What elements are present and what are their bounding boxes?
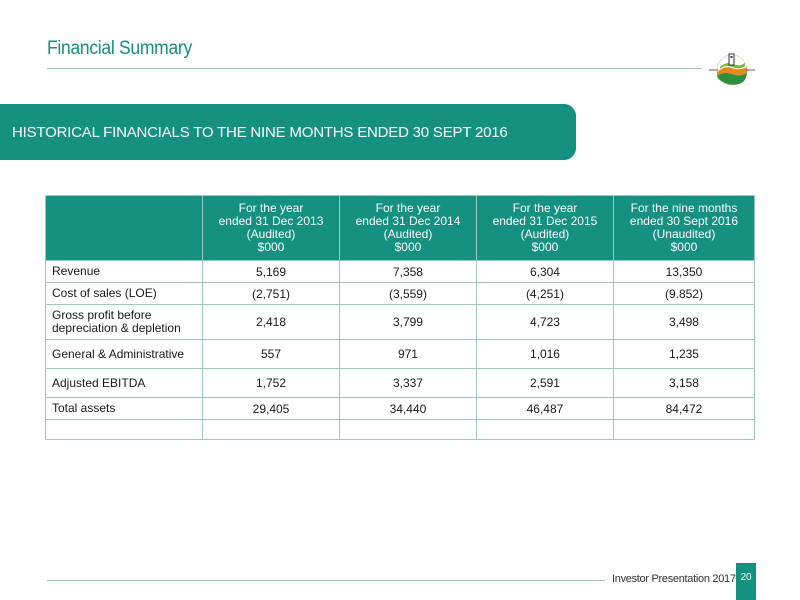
banner-title: HISTORICAL FINANCIALS TO THE NINE MONTHS…: [12, 124, 508, 141]
table-row: Adjusted EBITDA 1,752 3,337 2,591 3,158: [45, 368, 756, 398]
header-2015: For the year ended 31 Dec 2015 (Audited)…: [475, 195, 614, 261]
page-number: 20: [736, 563, 756, 600]
table-row: Gross profit before depreciation & deple…: [45, 304, 756, 340]
cell-value: 3,337: [338, 368, 477, 398]
cell-value: 5,169: [202, 260, 340, 283]
cell-value: 13,350: [612, 260, 756, 283]
landscape-emblem-icon: [709, 53, 755, 86]
cell-value: (4,251): [475, 282, 614, 305]
cell-value: 3,158: [612, 368, 756, 398]
empty-cell: [475, 419, 614, 440]
cell-value: 2,591: [475, 368, 614, 398]
header-2013: For the year ended 31 Dec 2013 (Audited)…: [202, 195, 340, 261]
row-label: Revenue: [45, 260, 203, 283]
empty-cell: [338, 419, 477, 440]
section-banner: HISTORICAL FINANCIALS TO THE NINE MONTHS…: [0, 104, 576, 160]
cell-value: 84,472: [612, 397, 756, 420]
table-row: Revenue 5,169 7,358 6,304 13,350: [45, 260, 756, 283]
cell-value: 971: [338, 339, 477, 369]
empty-cell: [45, 419, 203, 440]
financial-summary-table: For the year ended 31 Dec 2013 (Audited)…: [45, 195, 756, 440]
row-label: Cost of sales (LOE): [45, 282, 203, 305]
title-divider: [47, 68, 702, 69]
cell-value: 557: [202, 339, 340, 369]
row-label: General & Administrative: [45, 339, 203, 369]
cell-value: 46,487: [475, 397, 614, 420]
empty-cell: [612, 419, 756, 440]
header-blank-cell: [45, 195, 203, 261]
empty-cell: [202, 419, 340, 440]
header-2014: For the year ended 31 Dec 2014 (Audited)…: [338, 195, 477, 261]
cell-value: 2,418: [202, 304, 340, 340]
cell-value: 3,799: [338, 304, 477, 340]
table-row: General & Administrative 557 971 1,016 1…: [45, 339, 756, 369]
table-header-row: For the year ended 31 Dec 2013 (Audited)…: [45, 195, 756, 261]
footer-label: Investor Presentation 2017: [612, 573, 736, 585]
cell-value: 6,304: [475, 260, 614, 283]
table-row: Cost of sales (LOE) (2,751) (3,559) (4,2…: [45, 282, 756, 305]
row-label: Adjusted EBITDA: [45, 368, 203, 398]
cell-value: 4,723: [475, 304, 614, 340]
cell-value: (2,751): [202, 282, 340, 305]
footer-divider: [47, 580, 605, 581]
cell-value: 1,235: [612, 339, 756, 369]
row-label: Total assets: [45, 397, 203, 420]
page-title: Financial Summary: [47, 38, 192, 59]
cell-value: 7,358: [338, 260, 477, 283]
header-2016: For the nine months ended 30 Sept 2016 (…: [612, 195, 756, 261]
table-row: Total assets 29,405 34,440 46,487 84,472: [45, 397, 756, 420]
cell-value: 29,405: [202, 397, 340, 420]
cell-value: (3,559): [338, 282, 477, 305]
cell-value: 3,498: [612, 304, 756, 340]
table-row-empty: [45, 419, 756, 440]
row-label: Gross profit before depreciation & deple…: [45, 304, 203, 340]
cell-value: 1,752: [202, 368, 340, 398]
cell-value: (9.852): [612, 282, 756, 305]
cell-value: 1,016: [475, 339, 614, 369]
cell-value: 34,440: [338, 397, 477, 420]
